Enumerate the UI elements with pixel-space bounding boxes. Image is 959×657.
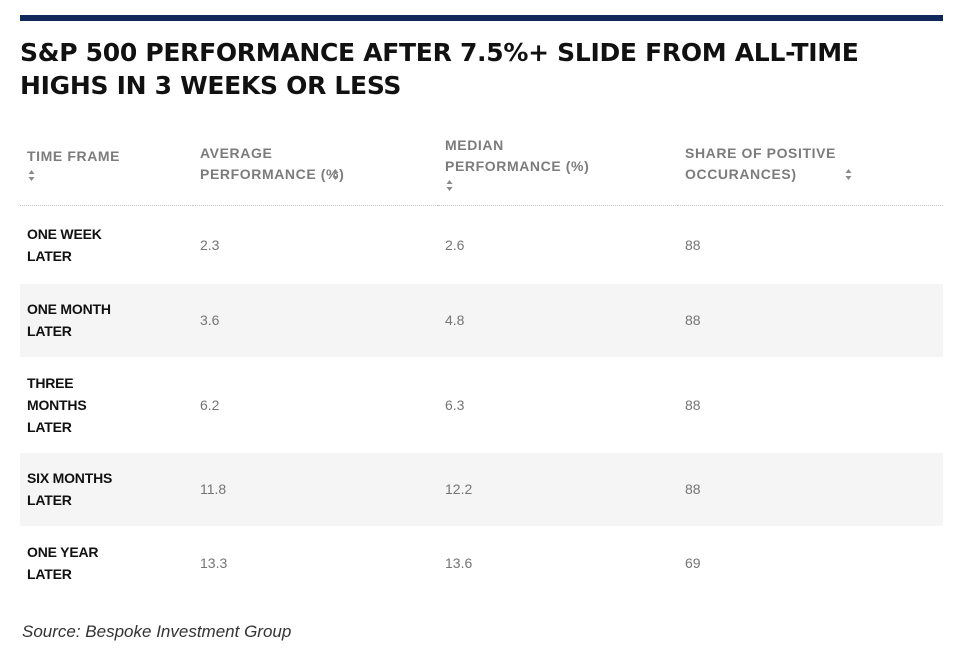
share-positive-cell: 88 xyxy=(678,452,943,526)
sort-arrows-icon[interactable] xyxy=(28,169,35,182)
table-row: ONE WEEK LATER 2.3 2.6 88 xyxy=(20,206,943,284)
median-performance-cell: 4.8 xyxy=(438,283,678,357)
header-row: TIME FRAME AVERAGE PERFORMANCE (%) MEDIA… xyxy=(20,122,943,206)
share-positive-cell: 69 xyxy=(685,554,701,571)
median-performance-cell: 2.6 xyxy=(445,236,465,253)
table-row: ONE YEAR LATER 13.3 13.6 69 xyxy=(20,526,943,600)
time-frame-cell: SIX MONTHS LATER xyxy=(20,452,193,526)
column-header-time-frame[interactable]: TIME FRAME xyxy=(20,122,193,206)
table-row: ONE MONTH LATER 3.6 4.8 88 xyxy=(20,283,943,357)
column-header-median-performance[interactable]: MEDIAN PERFORMANCE (%) xyxy=(438,122,678,206)
sort-arrows-icon[interactable] xyxy=(845,168,852,181)
average-performance-cell: 13.3 xyxy=(200,554,228,571)
median-performance-cell: 6.3 xyxy=(445,396,465,413)
table-row: THREE MONTHS LATER 6.2 6.3 88 xyxy=(20,357,943,453)
average-performance-cell: 3.6 xyxy=(193,283,438,357)
time-frame-cell: ONE MONTH LATER xyxy=(20,283,193,357)
average-performance-cell: 6.2 xyxy=(200,396,220,413)
top-rule xyxy=(20,15,943,21)
source-note: Source: Bespoke Investment Group xyxy=(22,622,292,641)
time-frame-cell: THREE MONTHS LATER xyxy=(27,374,87,435)
share-positive-cell: 88 xyxy=(685,236,701,253)
share-positive-cell: 88 xyxy=(685,396,701,413)
column-header-average-performance[interactable]: AVERAGE PERFORMANCE (%) xyxy=(193,122,438,206)
table-title: S&P 500 PERFORMANCE AFTER 7.5%+ SLIDE FR… xyxy=(20,38,859,100)
sort-arrows-icon[interactable] xyxy=(446,179,453,192)
column-header-label: SHARE OF POSITIVE OCCURANCES) xyxy=(685,144,836,182)
column-header-label: TIME FRAME xyxy=(27,147,121,164)
table-row: SIX MONTHS LATER 11.8 12.2 88 xyxy=(20,452,943,526)
time-frame-cell: ONE WEEK LATER xyxy=(27,225,102,264)
column-header-label: AVERAGE PERFORMANCE (%) xyxy=(200,144,345,182)
column-header-label: MEDIAN PERFORMANCE (%) xyxy=(445,137,590,174)
performance-table: TIME FRAME AVERAGE PERFORMANCE (%) MEDIA… xyxy=(20,122,943,600)
share-positive-cell: 88 xyxy=(678,283,943,357)
median-performance-cell: 12.2 xyxy=(438,452,678,526)
time-frame-cell: ONE YEAR LATER xyxy=(27,543,99,582)
median-performance-cell: 13.6 xyxy=(445,554,473,571)
column-header-share-positive[interactable]: SHARE OF POSITIVE OCCURANCES) xyxy=(678,122,943,206)
average-performance-cell: 2.3 xyxy=(200,236,220,253)
sort-arrows-icon[interactable] xyxy=(332,168,339,181)
average-performance-cell: 11.8 xyxy=(193,452,438,526)
